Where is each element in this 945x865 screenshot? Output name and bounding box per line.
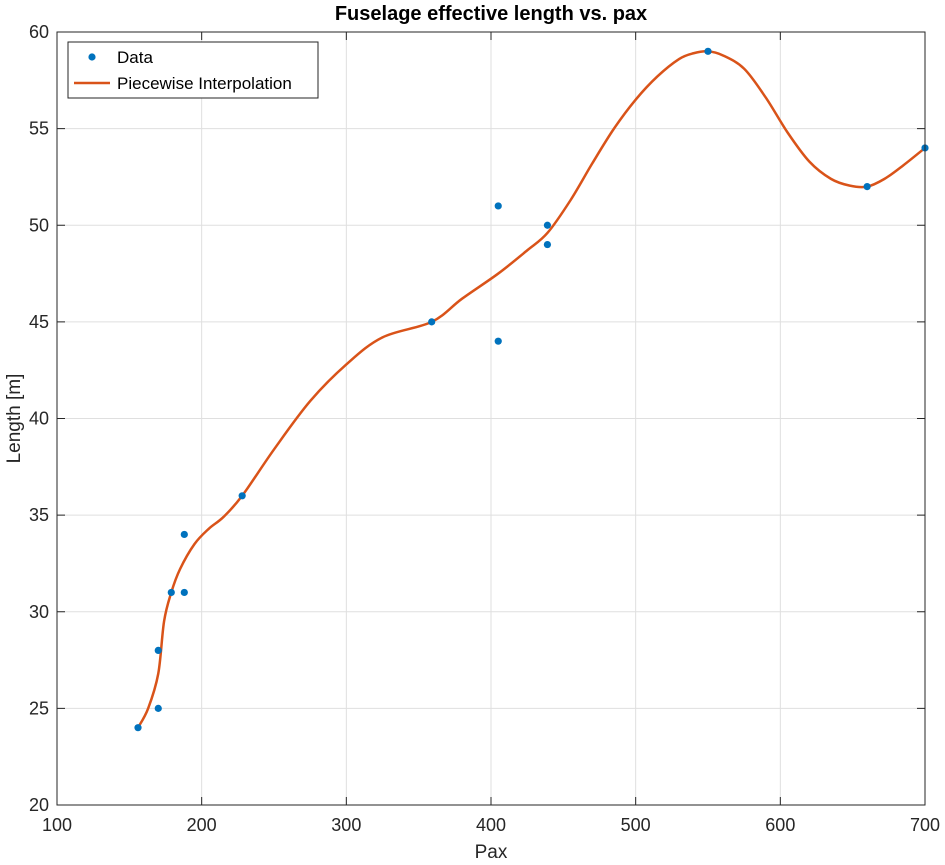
y-axis-label: Length [m] — [4, 374, 25, 464]
interpolation-line — [136, 50, 926, 729]
data-point — [494, 202, 502, 210]
data-point — [704, 47, 712, 55]
x-tick-label: 700 — [910, 815, 940, 835]
y-tick-label: 25 — [29, 698, 49, 718]
data-point — [154, 704, 162, 712]
y-tick-label: 30 — [29, 602, 49, 622]
legend-marker-data — [88, 53, 96, 61]
x-tick-label: 300 — [331, 815, 361, 835]
data-point — [494, 337, 502, 345]
curve-layer — [136, 50, 926, 729]
x-axis-label: Pax — [475, 842, 508, 863]
chart-title: Fuselage effective length vs. pax — [335, 3, 647, 25]
data-point — [543, 221, 552, 229]
data-point — [167, 588, 175, 597]
points-layer — [134, 47, 929, 732]
data-point — [180, 588, 188, 597]
data-point — [428, 318, 436, 326]
data-point — [543, 240, 552, 249]
data-point — [180, 530, 188, 539]
legend: Data Piecewise Interpolation — [67, 41, 319, 99]
y-tick-label: 45 — [29, 312, 49, 332]
x-tick-labels: 100 200 300 400 500 600 700 — [42, 815, 940, 835]
x-tick-label: 100 — [42, 815, 72, 835]
y-tick-label: 60 — [29, 22, 49, 42]
y-tick-labels: 20 25 30 35 40 45 50 55 60 — [29, 22, 49, 815]
y-tick-label: 50 — [29, 215, 49, 235]
x-tick-label: 600 — [765, 815, 795, 835]
data-point — [134, 724, 142, 732]
legend-label-data: Data — [117, 48, 153, 67]
data-point — [863, 183, 871, 191]
legend-label-interpolation: Piecewise Interpolation — [117, 74, 292, 93]
x-tick-label: 400 — [476, 815, 506, 835]
y-tick-label: 40 — [29, 409, 49, 429]
y-tick-label: 20 — [29, 795, 49, 815]
x-tick-label: 500 — [621, 815, 651, 835]
ticks — [56, 31, 926, 806]
data-point — [238, 492, 246, 500]
data-point — [154, 646, 162, 655]
y-tick-label: 35 — [29, 505, 49, 525]
legend-box — [67, 41, 319, 99]
x-tick-label: 200 — [187, 815, 217, 835]
y-tick-label: 55 — [29, 119, 49, 139]
